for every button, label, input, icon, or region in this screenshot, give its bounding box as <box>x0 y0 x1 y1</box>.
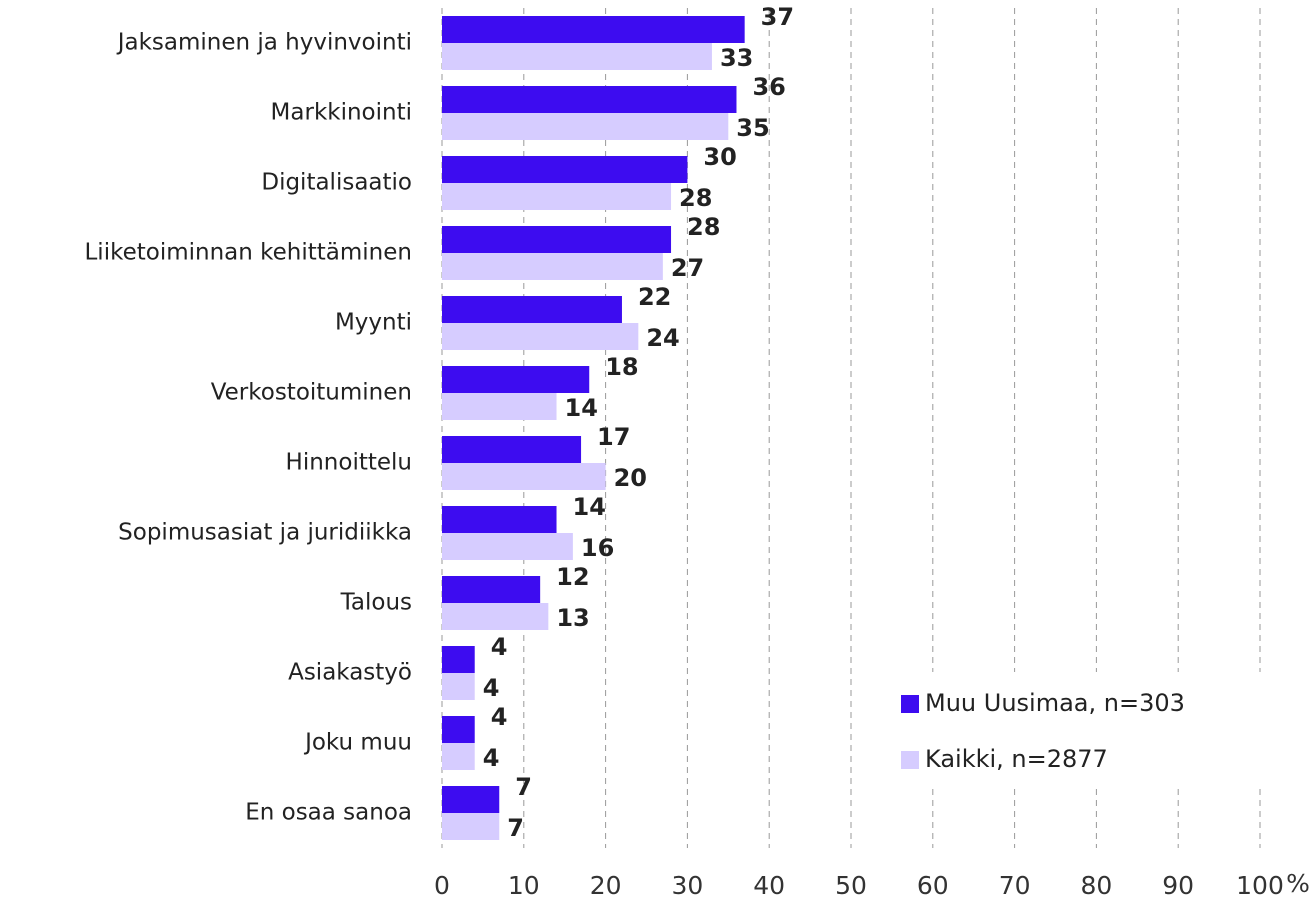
value-label: 30 <box>703 143 736 171</box>
x-tick-label: 10 <box>508 871 540 900</box>
bar <box>442 576 541 603</box>
x-tick-label: 70 <box>999 871 1031 900</box>
value-label: 33 <box>720 44 753 72</box>
category-label: Jaksaminen ja hyvinvointi <box>116 30 412 56</box>
value-label: 37 <box>761 3 794 31</box>
x-tick-label: 30 <box>671 871 703 900</box>
value-label: 22 <box>638 283 671 311</box>
legend-label: Kaikki, n=2877 <box>925 745 1108 773</box>
category-label: Markkinointi <box>271 100 412 126</box>
x-tick-label: 100 <box>1236 871 1284 900</box>
value-label: 28 <box>679 184 712 212</box>
category-label: Verkostoituminen <box>211 380 412 406</box>
value-label: 14 <box>573 493 606 521</box>
value-label: 4 <box>491 703 508 731</box>
bar <box>442 183 672 210</box>
category-label: Digitalisaatio <box>261 170 412 196</box>
bar <box>442 436 582 463</box>
bar <box>442 16 745 43</box>
bar <box>442 323 639 350</box>
legend-swatch <box>901 695 919 713</box>
category-label: Talous <box>340 590 412 616</box>
category-label: Asiakastyö <box>288 660 412 686</box>
legend-label: Muu Uusimaa, n=303 <box>925 689 1185 717</box>
bar <box>442 603 549 630</box>
x-tick-label: 20 <box>590 871 622 900</box>
bar <box>442 786 500 813</box>
value-label: 7 <box>507 814 524 842</box>
value-label: 27 <box>671 254 704 282</box>
value-label: 14 <box>565 394 598 422</box>
category-label: Hinnoittelu <box>286 450 412 476</box>
bar <box>442 673 475 700</box>
value-label: 18 <box>605 353 638 381</box>
x-tick-label: 60 <box>917 871 949 900</box>
x-tick-label: 40 <box>753 871 785 900</box>
bar <box>442 743 475 770</box>
bar <box>442 156 688 183</box>
value-label: 13 <box>556 604 589 632</box>
category-label: Myynti <box>335 310 412 336</box>
x-tick-label: 80 <box>1080 871 1112 900</box>
bar <box>442 813 500 840</box>
bar <box>442 226 672 253</box>
x-tick-label: 0 <box>434 871 450 900</box>
value-label: 12 <box>556 563 589 591</box>
value-label: 24 <box>646 324 679 352</box>
bar <box>442 463 606 490</box>
bar <box>442 113 729 140</box>
value-label: 4 <box>483 744 500 772</box>
bar <box>442 646 475 673</box>
x-tick-label: 90 <box>1162 871 1194 900</box>
bar <box>442 296 622 323</box>
value-label: 20 <box>614 464 647 492</box>
legend-swatch <box>901 751 919 769</box>
bar <box>442 43 712 70</box>
bar <box>442 86 737 113</box>
value-label: 36 <box>752 73 785 101</box>
bar <box>442 533 573 560</box>
legend-background <box>880 672 1310 784</box>
bar <box>442 253 663 280</box>
x-axis-label: % <box>1286 869 1310 898</box>
x-tick-label: 50 <box>835 871 867 900</box>
bar <box>442 506 557 533</box>
value-label: 16 <box>581 534 614 562</box>
value-label: 35 <box>736 114 769 142</box>
value-label: 4 <box>491 633 508 661</box>
bar <box>442 393 557 420</box>
category-label: Liiketoiminnan kehittäminen <box>84 240 412 266</box>
value-label: 4 <box>483 674 500 702</box>
value-label: 7 <box>515 773 532 801</box>
bar <box>442 716 475 743</box>
value-label: 17 <box>597 423 630 451</box>
bar <box>442 366 590 393</box>
category-label: Sopimusasiat ja juridiikka <box>118 520 412 546</box>
category-label: Joku muu <box>303 730 412 756</box>
category-label: En osaa sanoa <box>245 800 412 826</box>
value-label: 28 <box>687 213 720 241</box>
